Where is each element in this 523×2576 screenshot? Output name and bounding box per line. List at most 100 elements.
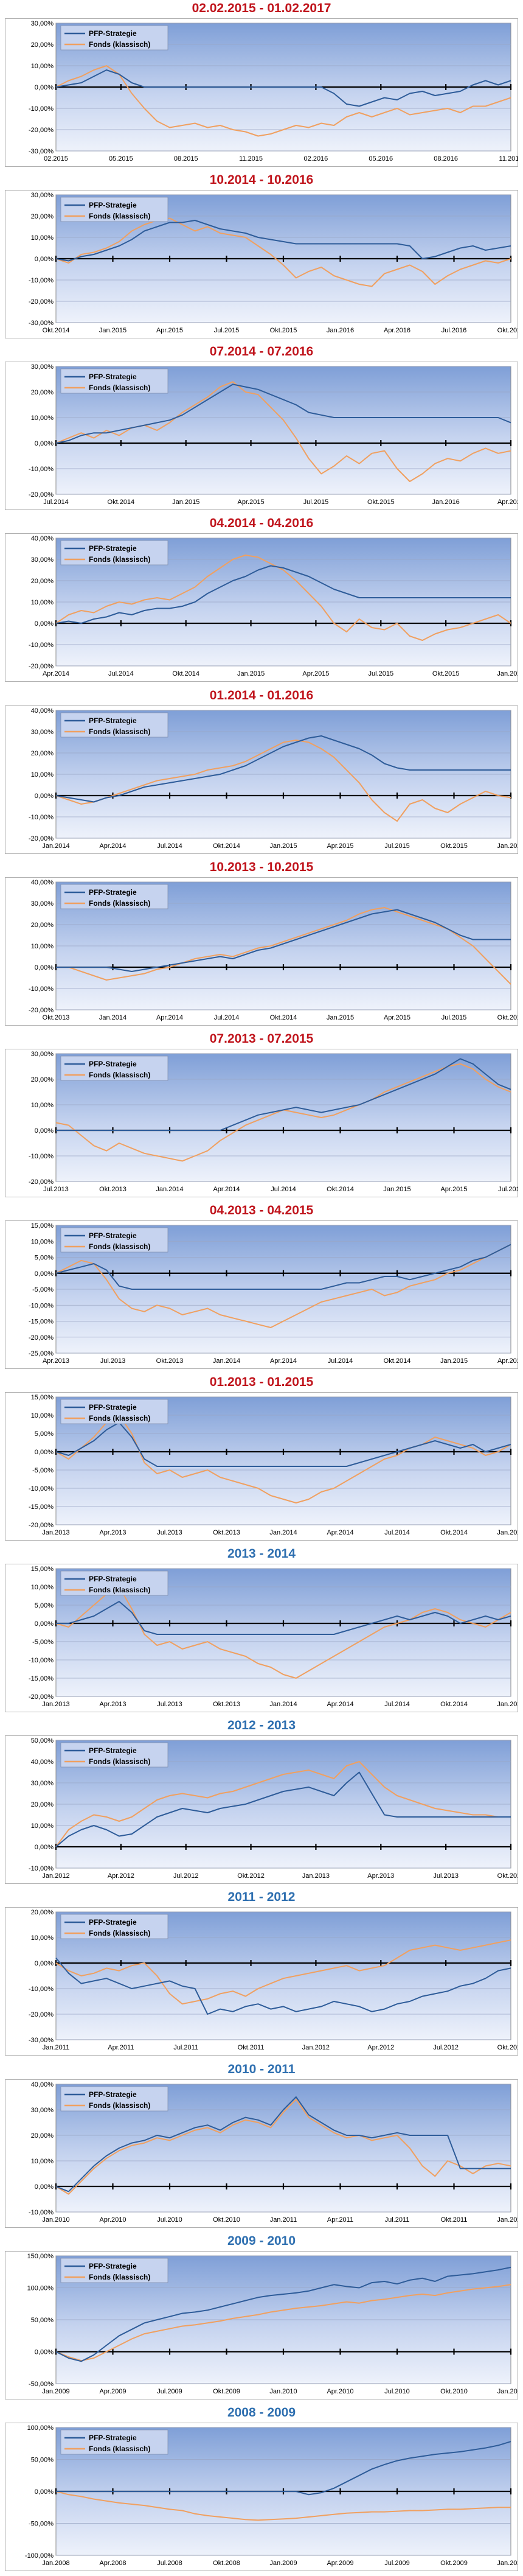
chart-panel: 04.2013 - 04.2015 15,00% 10,00% 5,00% 0,00% -… [0,1202,523,1374]
y-tick-label: -20,00% [29,298,54,306]
y-tick-label: 10,00% [31,1584,54,1591]
series-line-fund [55,2490,511,2521]
line-chart: 40,00%30,00%20,00%10,00%0,00%-10,00%Jan.… [5,2079,518,2228]
series-line-fund [55,1586,511,1679]
y-tick-label: 40,00% [31,879,54,886]
y-tick-label: 0,00% [35,1270,54,1278]
x-tick-label: Jul.2013 [433,1872,459,1880]
y-tick-label: 30,00% [31,20,54,27]
series-line-strategy [55,383,511,444]
y-tick-label: 30,00% [31,556,54,564]
x-tick-label: Jan.2016 [432,499,460,506]
chart-title: 04.2014 - 04.2016 [209,516,314,531]
x-tick-label: Jan.2011 [497,2388,518,2395]
x-tick-label: Jan.2009 [42,2388,69,2395]
x-tick-label: 08.2016 [434,155,458,163]
x-tick-label: Okt.2011 [238,2044,265,2051]
x-tick-label: Apr.2011 [108,2044,134,2051]
legend-label: PFP-Strategie [89,373,137,381]
legend-label: Fonds (klassisch) [89,555,150,564]
legend-label: Fonds (klassisch) [89,1414,150,1423]
x-tick-label: Jul.2015 [214,327,240,334]
chart-panel: 07.2013 - 07.2015 30,00% 20,00% 10,00% 0,00%… [0,1031,523,1202]
y-tick-label: -10,00% [29,105,54,113]
x-tick-label: 05.2016 [369,155,393,163]
legend-label: Fonds (klassisch) [89,1757,150,1766]
chart-panel: 10.2013 - 10.2015 40,00% 30,00% 20,00% 10,00… [0,859,523,1031]
y-tick-label: 10,00% [31,1822,54,1830]
x-tick-label: Okt.2014 [384,1357,411,1365]
y-tick-label: -10,00% [29,642,54,649]
x-tick-label: Apr.2015 [440,1186,467,1193]
series-line-fund [55,1244,511,1328]
y-tick-label: 40,00% [31,535,54,542]
x-tick-label: Jul.2014 [157,842,182,850]
series-line-strategy [56,2441,511,2496]
x-tick-label: Jan.2015 [383,1186,410,1193]
x-tick-label: Apr.2008 [99,2560,126,2567]
line-chart: 150,00% 100,00% 50,00% 0,00% -50,00%Jan.2009… [5,2250,518,2399]
y-tick-label: -20,00% [29,127,54,134]
legend-label: Fonds (klassisch) [89,1242,150,1251]
x-tick-label: Okt.2015 [432,670,460,677]
y-tick-label: -10,00% [29,466,54,473]
x-tick-label: Jan.2015 [269,842,297,850]
y-tick-label: 15,00% [31,1394,54,1401]
x-tick-label: Okt.2010 [213,2216,240,2224]
x-tick-label: Okt.2014 [440,1701,468,1708]
x-tick-label: Jul.2010 [157,2216,182,2224]
x-tick-label: Apr.2009 [327,2560,353,2567]
line-chart: 40,00% 30,00% 20,00% 10,00% 0,00% -10,00% -20,… [5,877,518,1026]
y-tick-label: -25,00% [29,1350,54,1357]
chart-panel: 2008 - 2009 100,00% 50,00% 0,00% -50,00% -100… [0,2404,523,2576]
x-tick-label: Jan.2016 [327,327,354,334]
line-chart: 15,00% 10,00% 5,00% 0,00% -5,00% -10,00% -15,0… [5,1392,518,1541]
chart-panel: 2013 - 2014 15,00% 10,00% 5,00% 0,00% -5,00% -… [0,1545,523,1717]
x-tick-label: Apr.2010 [327,2388,353,2395]
y-tick-label: -20,00% [29,1178,54,1186]
y-tick-label: 10,00% [31,1238,54,1245]
y-tick-label: 0,00% [35,256,54,263]
x-tick-label: Okt.2013 [213,1701,240,1708]
y-tick-label: 0,00% [35,1620,54,1628]
legend-label: Fonds (klassisch) [89,1071,150,1079]
y-tick-label: 5,00% [35,1602,54,1609]
y-tick-label: 10,00% [31,1102,54,1109]
series-line-strategy [55,1958,511,2015]
y-tick-label: -10,00% [29,1986,54,1993]
y-tick-label: 10,00% [31,1412,54,1419]
x-tick-label: Jul.2015 [498,1186,518,1193]
series-line-fund [55,739,511,822]
y-tick-label: 50,00% [31,2317,54,2324]
x-tick-label: Jul.2011 [385,2216,410,2224]
y-tick-label: -10,00% [29,814,54,821]
x-tick-label: Jul.2013 [157,1701,182,1708]
legend-label: PFP-Strategie [89,1575,137,1583]
x-tick-label: Apr.2012 [367,2044,394,2051]
series-line-strategy [55,1422,511,1468]
chart-title: 04.2013 - 04.2015 [209,1203,314,1217]
chart-title: 01.2013 - 01.2015 [209,1375,314,1390]
legend-label: PFP-Strategie [89,2090,137,2099]
x-tick-label: Okt.2015 [270,327,297,334]
y-tick-label: 0,00% [35,620,54,628]
legend-label: Fonds (klassisch) [89,1929,150,1937]
y-tick-label: 15,00% [31,1566,54,1573]
y-tick-label: 20,00% [31,578,54,585]
y-tick-label: -20,00% [29,835,54,842]
y-tick-label: -10,00% [29,1865,54,1872]
x-tick-label: Jan.2015 [440,1357,468,1365]
x-tick-label: 05.2015 [109,155,133,163]
chart-title: 01.2014 - 01.2016 [209,688,314,702]
line-chart: 30,00%20,00%10,00%0,00%-10,00%-20,00%Jul… [5,362,518,511]
x-tick-label: Jan.2016 [497,670,518,677]
line-chart: 15,00% 10,00% 5,00% 0,00% -5,00% -10,00% -15,0… [5,1564,518,1713]
x-tick-label: Okt.2009 [213,2388,240,2395]
x-tick-label: Jul.2016 [442,327,467,334]
x-tick-label: Jul.2015 [384,842,410,850]
y-tick-label: 30,00% [31,2107,54,2114]
y-tick-label: 30,00% [31,192,54,199]
y-tick-label: -20,00% [29,1007,54,1014]
y-tick-label: 10,00% [31,2158,54,2165]
legend-label: PFP-Strategie [89,1403,137,1412]
